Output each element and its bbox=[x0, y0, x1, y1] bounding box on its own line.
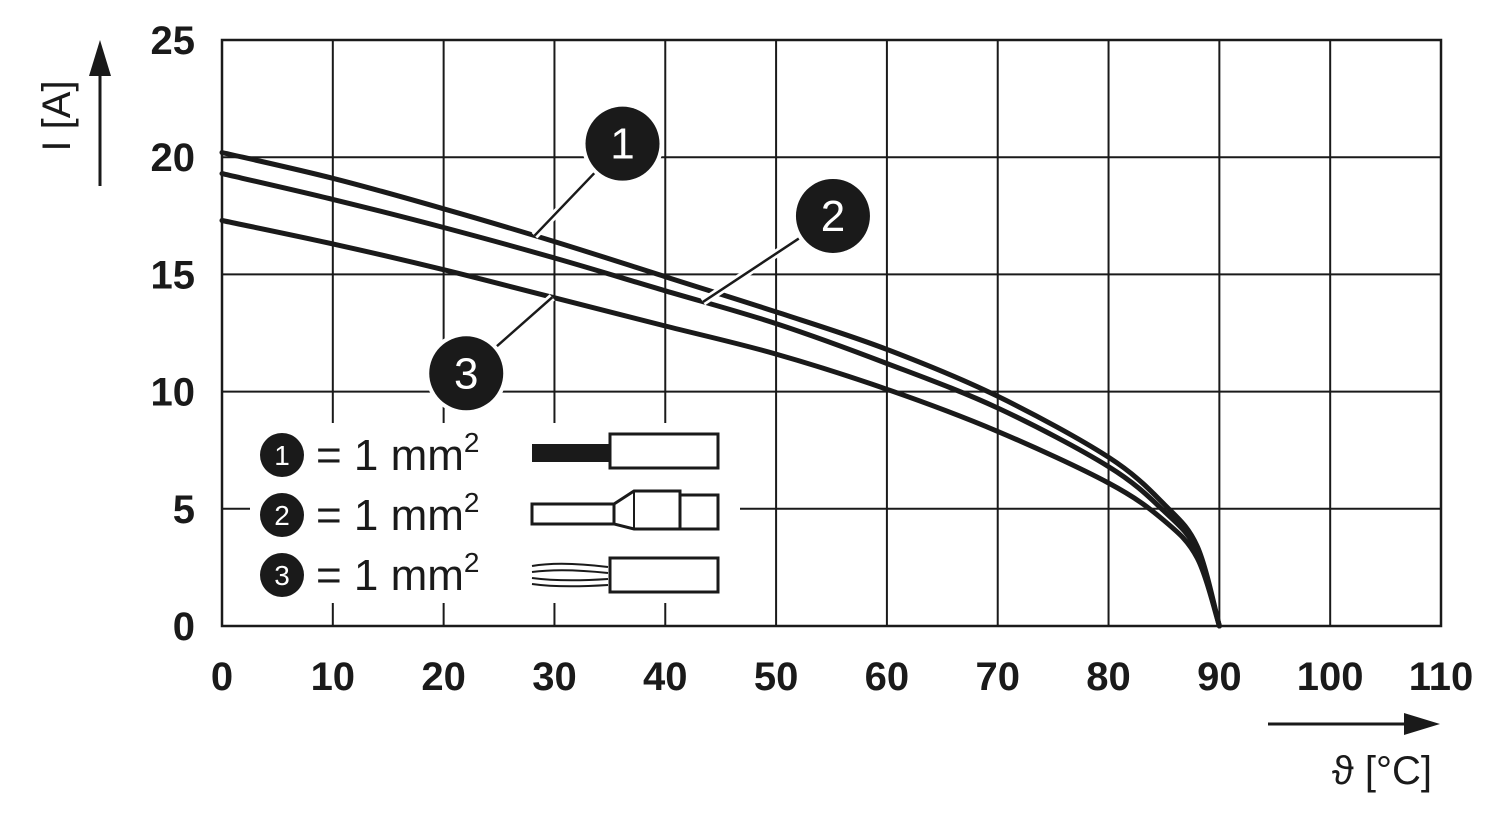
x-axis-title: ϑ [°C] bbox=[1332, 749, 1432, 793]
y-tick-label: 0 bbox=[173, 605, 195, 649]
legend-marker-label-1: 1 bbox=[274, 440, 290, 471]
x-tick-label: 20 bbox=[421, 655, 466, 699]
x-tick-label: 60 bbox=[865, 655, 910, 699]
grid-lines bbox=[220, 38, 1443, 628]
legend-marker-2 bbox=[260, 493, 304, 537]
x-axis-title-group: ϑ [°C] bbox=[1268, 713, 1440, 793]
y-tick-labels: 0 5 10 15 20 25 bbox=[151, 19, 196, 649]
y-axis-arrowhead bbox=[89, 40, 111, 76]
y-tick-label: 10 bbox=[151, 371, 196, 415]
x-tick-label: 90 bbox=[1197, 655, 1242, 699]
series-callouts: 1 2 3 bbox=[425, 102, 874, 415]
callout-badge-fill bbox=[795, 178, 870, 253]
legend-label-2-text: = 1 mm bbox=[316, 491, 464, 540]
callout-3: 3 bbox=[425, 294, 555, 415]
x-tick-label: 30 bbox=[532, 655, 577, 699]
series-line-3 bbox=[219, 218, 1222, 629]
callout-leader bbox=[492, 296, 554, 351]
x-tick-label: 0 bbox=[211, 655, 233, 699]
callout-badge-fill bbox=[429, 336, 504, 411]
legend-marker-label-2: 2 bbox=[274, 500, 290, 531]
callout-leader bbox=[533, 168, 599, 237]
callout-1: 1 bbox=[531, 102, 664, 239]
x-tick-label: 70 bbox=[975, 655, 1020, 699]
legend-label-1-text: = 1 mm bbox=[316, 431, 464, 480]
y-tick-label: 25 bbox=[151, 19, 196, 63]
ferrule-wire-icon bbox=[530, 489, 720, 531]
x-tick-label: 40 bbox=[643, 655, 688, 699]
legend-entry-1: 1 = 1 mm2 bbox=[260, 427, 720, 480]
callout-badge-fill bbox=[585, 106, 660, 181]
series-line-1 bbox=[219, 150, 1222, 629]
legend-label-3-text: = 1 mm bbox=[316, 551, 464, 600]
y-tick-label: 15 bbox=[151, 253, 196, 297]
y-axis-title-group: I [A] bbox=[35, 40, 111, 186]
callout-label: 1 bbox=[610, 120, 634, 169]
legend-marker-label-3: 3 bbox=[274, 560, 290, 591]
callout-2: 2 bbox=[700, 174, 874, 306]
legend-label-3: = 1 mm2 bbox=[316, 547, 480, 600]
x-tick-label: 110 bbox=[1409, 655, 1474, 699]
x-tick-label: 80 bbox=[1086, 655, 1131, 699]
legend-marker-1 bbox=[260, 433, 304, 477]
x-tick-label: 50 bbox=[754, 655, 799, 699]
legend: 1 = 1 mm2 2 = 1 mm2 3 = 1 mm2 bbox=[250, 423, 740, 603]
series-curves bbox=[219, 150, 1222, 629]
callout-leader bbox=[702, 234, 804, 304]
callout-label: 2 bbox=[821, 192, 845, 241]
legend-label-3-sup: 2 bbox=[464, 547, 480, 578]
legend-label-2: = 1 mm2 bbox=[316, 487, 480, 540]
series-line-2 bbox=[219, 171, 1222, 629]
legend-entry-2: 2 = 1 mm2 bbox=[260, 487, 720, 540]
callout-label: 3 bbox=[454, 349, 478, 398]
legend-label-1: = 1 mm2 bbox=[316, 427, 480, 480]
x-tick-labels: 0 10 20 30 40 50 60 70 80 90 100 110 bbox=[211, 655, 1473, 699]
legend-label-2-sup: 2 bbox=[464, 487, 480, 518]
y-tick-label: 20 bbox=[151, 136, 196, 180]
y-axis-title: I [A] bbox=[35, 80, 79, 151]
x-tick-label: 100 bbox=[1297, 655, 1364, 699]
legend-marker-3 bbox=[260, 553, 304, 597]
x-tick-label: 10 bbox=[311, 655, 356, 699]
stranded-wire-icon bbox=[531, 556, 720, 594]
legend-entry-3: 3 = 1 mm2 bbox=[260, 547, 720, 600]
y-tick-label: 5 bbox=[173, 488, 195, 532]
x-axis-arrowhead bbox=[1404, 713, 1440, 735]
solid-wire-icon bbox=[532, 432, 720, 470]
legend-label-1-sup: 2 bbox=[464, 427, 480, 458]
plot-frame bbox=[220, 38, 1443, 628]
